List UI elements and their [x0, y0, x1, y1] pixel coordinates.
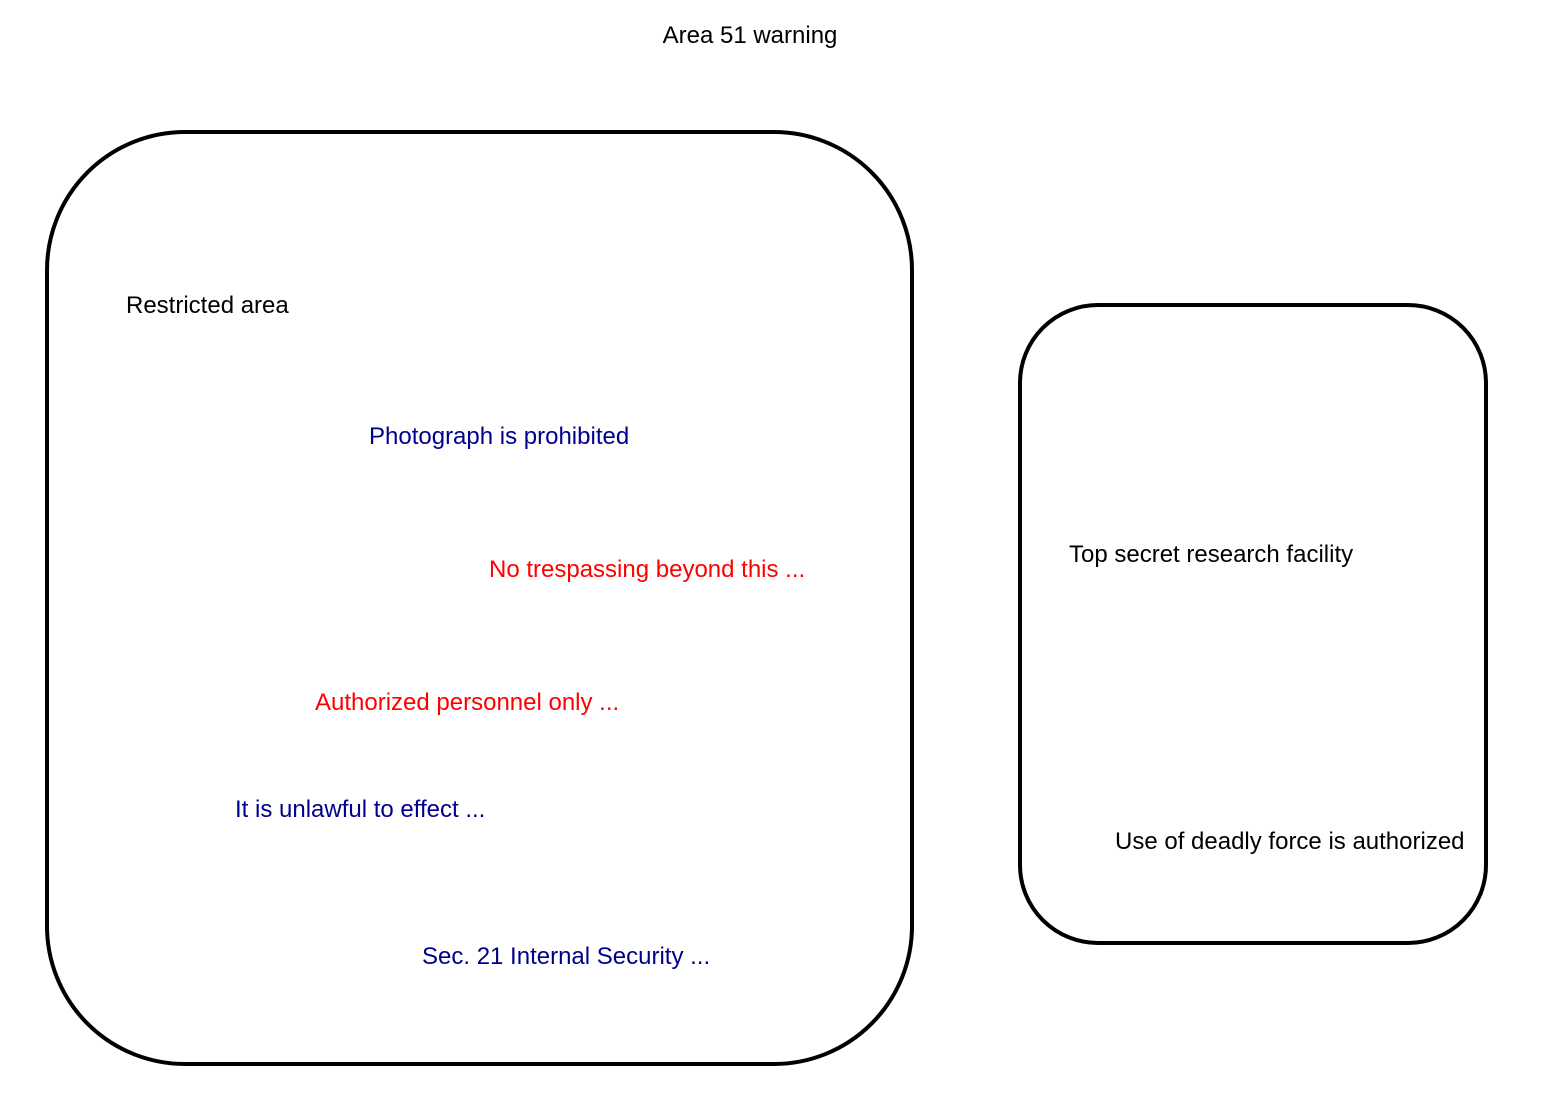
unlawful-to-effect-label: It is unlawful to effect ...	[235, 796, 486, 823]
photograph-prohibited-label: Photograph is prohibited	[369, 423, 630, 450]
deadly-force-label: Use of deadly force is authorized	[1115, 828, 1465, 855]
internal-security-label: Sec. 21 Internal Security ...	[422, 943, 711, 970]
diagram-title: Area 51 warning	[662, 22, 838, 49]
top-secret-facility-label: Top secret research facility	[1069, 541, 1354, 568]
restricted-area-box	[45, 130, 914, 1066]
no-trespassing-label: No trespassing beyond this ...	[489, 556, 806, 583]
facility-box	[1018, 303, 1488, 945]
authorized-personnel-label: Authorized personnel only ...	[315, 689, 620, 716]
restricted-area-label: Restricted area	[126, 292, 289, 319]
